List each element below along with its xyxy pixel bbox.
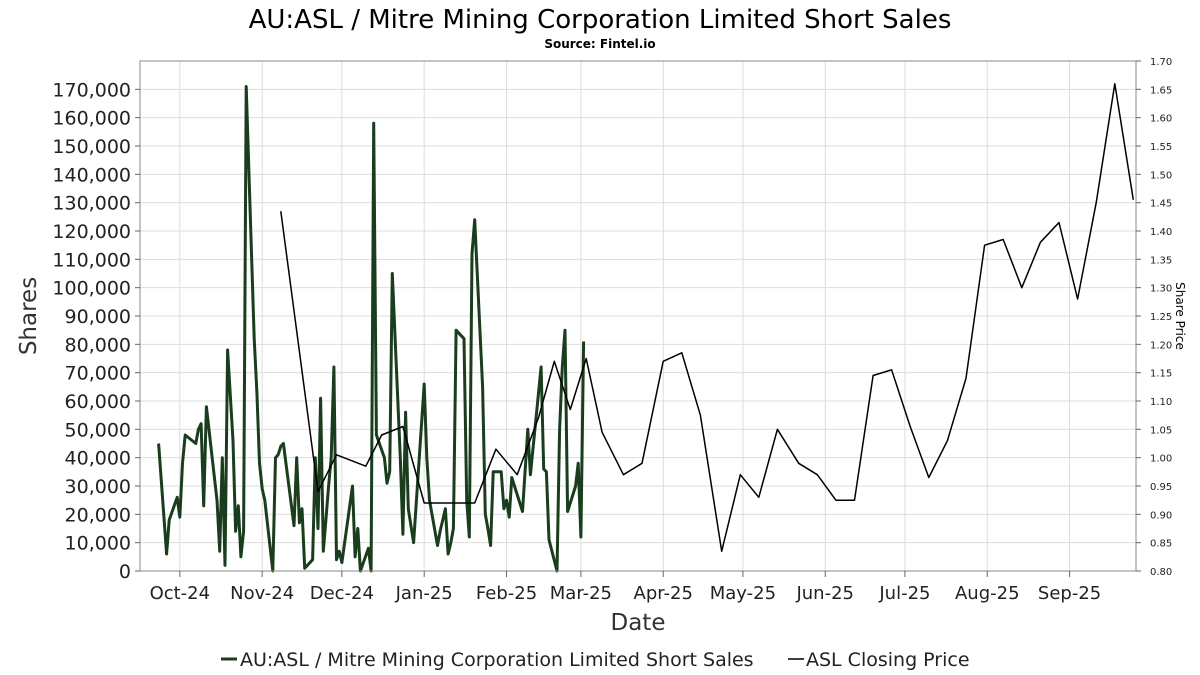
y-tick-label: 150,000: [52, 136, 131, 158]
x-tick-label: Jul-25: [878, 583, 930, 604]
y-tick-label: 70,000: [65, 363, 131, 385]
y-tick-label: 140,000: [52, 164, 131, 186]
y-axis-label: Shares: [16, 277, 42, 355]
y2-tick-label: 1.30: [1150, 284, 1172, 295]
x-tick-label: Aug-25: [955, 583, 1020, 604]
y2-tick-label: 1.20: [1150, 340, 1172, 351]
x-tick-label: Dec-24: [310, 583, 374, 604]
y2-tick-label: 1.05: [1150, 425, 1172, 436]
y2-tick-label: 0.90: [1150, 510, 1172, 521]
closing-price-line: [280, 82, 1135, 552]
y2-tick-label: 1.50: [1150, 170, 1172, 181]
chart-title: AU:ASL / Mitre Mining Corporation Limite…: [249, 5, 952, 35]
x-tick-label: Oct-24: [150, 583, 211, 604]
legend-label-short-sales: AU:ASL / Mitre Mining Corporation Limite…: [240, 649, 754, 671]
x-tick-label: Jun-25: [795, 583, 854, 604]
y2-tick-label: 1.00: [1150, 454, 1172, 465]
x-tick-label: May-25: [710, 583, 776, 604]
chart-subtitle: Source: Fintel.io: [544, 37, 655, 51]
x-tick-label: Mar-25: [550, 583, 612, 604]
y2-tick-label: 0.95: [1150, 482, 1172, 493]
y-tick-label: 20,000: [65, 504, 131, 526]
y2-axis-label: Share Price: [1173, 282, 1187, 350]
y-tick-label: 110,000: [52, 249, 131, 271]
legend-label-closing-price: ASL Closing Price: [806, 649, 970, 671]
x-tick-label: Sep-25: [1038, 583, 1101, 604]
y-tick-label: 120,000: [52, 221, 131, 243]
y2-tick-label: 1.35: [1150, 255, 1172, 266]
x-tick-label: Jan-25: [395, 583, 453, 604]
y2-tick-label: 1.45: [1150, 199, 1172, 210]
y-tick-label: 100,000: [52, 278, 131, 300]
y2-tick-label: 1.65: [1150, 85, 1172, 96]
y2-tick-label: 1.60: [1150, 114, 1172, 125]
x-axis-label: Date: [611, 610, 666, 636]
y-tick-label: 130,000: [52, 193, 131, 215]
y2-tick-label: 1.10: [1150, 397, 1172, 408]
y-axis-right-ticks: 0.80 0.85 0.90 0.95 1.00 1.05 1.10 1.15 1.20 1.25…: [1136, 57, 1172, 578]
y2-tick-label: 1.70: [1150, 57, 1172, 68]
legend: AU:ASL / Mitre Mining Corporation Limite…: [221, 649, 970, 671]
y-tick-label: 80,000: [65, 334, 131, 356]
x-tick-label: Apr-25: [634, 583, 693, 604]
y2-tick-label: 1.15: [1150, 369, 1172, 380]
y-tick-label: 10,000: [65, 533, 131, 555]
gridlines: [140, 61, 1136, 572]
short-sales-line: [157, 85, 586, 573]
y2-tick-label: 0.80: [1150, 567, 1172, 578]
y-tick-label: 60,000: [65, 391, 131, 413]
y-tick-label: 160,000: [52, 108, 131, 130]
x-axis-ticks: Oct-24 Nov-24 Dec-24 Jan-25 Feb-25 Mar-25 Apr-…: [150, 571, 1101, 604]
y2-tick-label: 1.25: [1150, 312, 1172, 323]
y-tick-label: 30,000: [65, 476, 131, 498]
y-tick-label: 90,000: [65, 306, 131, 328]
y2-tick-label: 1.55: [1150, 142, 1172, 153]
x-tick-label: Nov-24: [230, 583, 294, 604]
y2-tick-label: 0.85: [1150, 539, 1172, 550]
y-tick-label: 50,000: [65, 419, 131, 441]
y-tick-label: 40,000: [65, 448, 131, 470]
y-tick-label: 170,000: [52, 79, 131, 101]
y2-tick-label: 1.40: [1150, 227, 1172, 238]
y-axis-left-ticks: 0 10,000 20,000 30,000 40,000 50,000 60,000 70,…: [52, 79, 140, 583]
x-tick-label: Feb-25: [476, 583, 537, 604]
y-tick-label: 0: [119, 561, 131, 583]
